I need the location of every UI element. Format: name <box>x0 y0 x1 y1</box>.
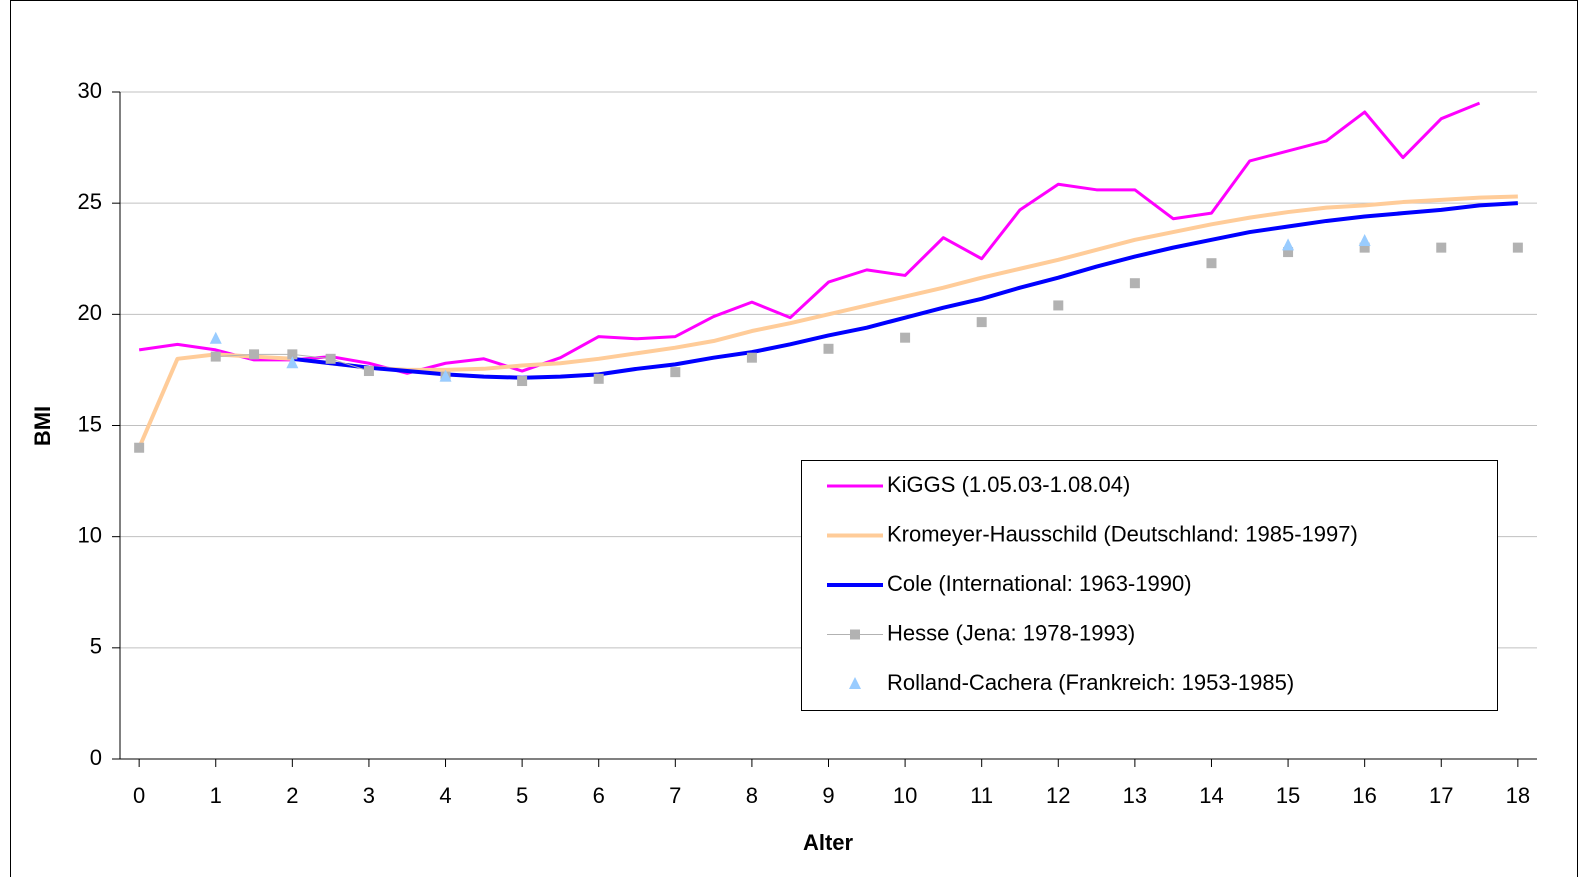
y-tick-label: 0 <box>90 745 102 770</box>
data-point <box>286 356 299 369</box>
y-tick-label: 20 <box>78 300 102 325</box>
x-tick-label: 13 <box>1123 783 1147 808</box>
legend-label: Hesse (Jena: 1978-1993) <box>887 620 1135 645</box>
x-tick-label: 17 <box>1429 783 1453 808</box>
legend-box <box>801 460 1498 711</box>
x-tick-label: 11 <box>970 783 993 808</box>
data-point <box>517 376 528 387</box>
data-point <box>746 352 757 363</box>
x-tick-label: 16 <box>1352 783 1376 808</box>
x-tick-label: 18 <box>1506 783 1530 808</box>
data-point <box>593 373 604 384</box>
legend-marker <box>849 677 861 689</box>
x-tick-label: 6 <box>593 783 605 808</box>
x-tick-label: 1 <box>210 783 222 808</box>
x-tick-label: 15 <box>1276 783 1300 808</box>
y-tick-label: 30 <box>78 78 102 103</box>
x-tick-label: 9 <box>822 783 834 808</box>
y-axis-label: BMI <box>30 406 55 446</box>
y-tick-label: 5 <box>90 634 102 659</box>
y-tick-label: 25 <box>78 189 102 214</box>
x-tick-label: 10 <box>893 783 917 808</box>
data-point <box>1206 258 1217 269</box>
data-point <box>1283 247 1294 258</box>
x-tick-label: 8 <box>746 783 758 808</box>
data-point <box>209 331 222 344</box>
data-point <box>1436 242 1447 253</box>
data-point <box>134 442 145 453</box>
x-tick-label: 3 <box>363 783 375 808</box>
data-point <box>1053 300 1064 311</box>
legend-label: Kromeyer-Hausschild (Deutschland: 1985-1… <box>887 521 1358 546</box>
data-point <box>823 343 834 354</box>
chart-border <box>10 0 1578 882</box>
series-line <box>292 201 1518 380</box>
data-point <box>976 317 987 328</box>
data-point <box>210 351 221 362</box>
x-tick-label: 5 <box>516 783 528 808</box>
x-tick-label: 14 <box>1199 783 1223 808</box>
x-tick-label: 0 <box>133 783 145 808</box>
legend-marker <box>850 629 860 640</box>
x-tick-label: 12 <box>1046 783 1070 808</box>
legend-label: Rolland-Cachera (Frankreich: 1953-1985) <box>887 670 1294 695</box>
data-point <box>325 353 336 364</box>
series-line <box>138 101 1481 375</box>
x-tick-label: 7 <box>669 783 681 808</box>
y-tick-label: 10 <box>78 522 102 547</box>
legend-label: Cole (International: 1963-1990) <box>887 571 1192 596</box>
data-point <box>249 349 260 360</box>
x-tick-label: 2 <box>286 783 298 808</box>
x-axis-label: Alter <box>803 830 854 855</box>
data-point <box>1282 238 1295 251</box>
data-point <box>287 349 298 360</box>
data-point <box>1359 242 1370 253</box>
data-point <box>439 369 452 382</box>
legend-label: KiGGS (1.05.03-1.08.04) <box>887 472 1130 497</box>
data-point <box>363 366 374 377</box>
data-point <box>670 367 681 378</box>
x-tick-label: 4 <box>439 783 451 808</box>
data-point <box>1129 278 1140 289</box>
data-point <box>1358 233 1371 246</box>
data-point <box>1512 242 1523 253</box>
y-tick-label: 15 <box>78 411 102 436</box>
data-point <box>900 332 911 343</box>
